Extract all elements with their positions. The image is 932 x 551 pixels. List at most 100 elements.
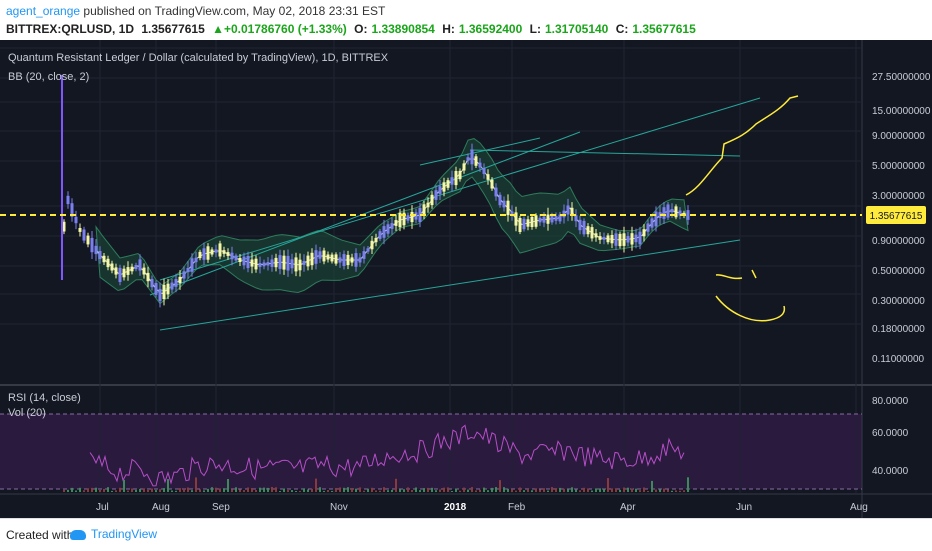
volume-bar bbox=[363, 490, 365, 492]
footer-bar: Created with TradingView bbox=[0, 518, 932, 551]
volume-bar bbox=[215, 487, 217, 492]
volume-bar bbox=[435, 490, 437, 492]
close-label: C: bbox=[615, 22, 629, 36]
candle-body bbox=[498, 194, 502, 206]
volume-bar bbox=[139, 489, 141, 492]
volume-bar bbox=[491, 487, 493, 492]
candle-body bbox=[662, 207, 666, 219]
candle-body bbox=[510, 211, 514, 215]
candle-body bbox=[390, 223, 394, 229]
candle-body bbox=[162, 284, 166, 299]
ohlc-bar: BITTREX:QRLUSD, 1D 1.35677615 ▲+0.017867… bbox=[6, 22, 700, 36]
bb-legend[interactable]: BB (20, close, 2) bbox=[8, 71, 90, 83]
candle-body bbox=[550, 215, 554, 223]
candle-body bbox=[630, 233, 634, 245]
volume-bar bbox=[295, 491, 297, 492]
volume-bar bbox=[523, 490, 525, 492]
volume-bar bbox=[639, 490, 641, 492]
candle-body bbox=[66, 195, 70, 205]
rsi-zone bbox=[0, 414, 862, 489]
volume-bar bbox=[415, 487, 417, 492]
candle-body bbox=[170, 282, 174, 290]
volume-bar bbox=[127, 490, 129, 492]
chart-area[interactable]: 1.35677615 27.50000000 15.00000000 9.000… bbox=[0, 40, 932, 518]
candle-body bbox=[142, 267, 146, 275]
candle-body bbox=[606, 235, 610, 243]
candle-body bbox=[106, 258, 110, 268]
volume-bar bbox=[611, 488, 613, 492]
candle-body bbox=[110, 263, 114, 271]
volume-bar bbox=[75, 490, 77, 492]
candle-body bbox=[82, 229, 86, 241]
trendline bbox=[149, 131, 581, 296]
candle-body bbox=[270, 259, 274, 267]
chart-title[interactable]: Quantum Resistant Ledger / Dollar (calcu… bbox=[8, 52, 389, 64]
volume-bar bbox=[327, 490, 329, 492]
candle-body bbox=[62, 221, 66, 232]
volume-bar bbox=[119, 487, 121, 492]
volume-bar bbox=[171, 490, 173, 492]
author-link[interactable]: agent_orange bbox=[6, 4, 81, 18]
candle-body bbox=[594, 233, 598, 238]
volume-bar bbox=[483, 487, 485, 492]
volume-bar bbox=[123, 479, 125, 492]
current-price-tag bbox=[866, 206, 926, 224]
candle-body bbox=[342, 254, 346, 266]
candle-body bbox=[130, 266, 134, 272]
rsi-tick: 60.0000 bbox=[872, 428, 909, 439]
candle-body bbox=[330, 254, 334, 262]
candle-body bbox=[226, 252, 230, 256]
candle-body bbox=[466, 157, 470, 161]
volume-bar bbox=[659, 489, 661, 492]
candle-body bbox=[154, 283, 158, 295]
trendline bbox=[419, 137, 541, 166]
candle-body bbox=[234, 255, 238, 261]
created-with-text: Created with bbox=[6, 528, 74, 542]
candle-body bbox=[598, 236, 602, 240]
volume-bar bbox=[575, 489, 577, 492]
change-value: ▲+0.01786760 (+1.33%) bbox=[212, 22, 347, 36]
candle-body bbox=[478, 162, 482, 168]
candle-body bbox=[546, 214, 550, 224]
time-tick: Apr bbox=[620, 502, 636, 513]
chart-canvas[interactable]: 1.35677615 27.50000000 15.00000000 9.000… bbox=[0, 40, 932, 518]
candle-body bbox=[638, 231, 642, 245]
candle-body bbox=[634, 234, 638, 243]
volume-bar bbox=[239, 489, 241, 492]
volume-bar bbox=[91, 487, 93, 492]
candle-body bbox=[614, 233, 618, 246]
volume-bar bbox=[507, 488, 509, 492]
candle-body bbox=[650, 218, 654, 228]
time-tick: Feb bbox=[508, 502, 526, 513]
symbol-label: BITTREX:QRLUSD, 1D bbox=[6, 22, 135, 36]
volume-bar bbox=[371, 487, 373, 492]
candle-body bbox=[334, 254, 338, 264]
volume-bar bbox=[335, 488, 337, 492]
candle-body bbox=[358, 257, 362, 263]
volume-bar bbox=[467, 489, 469, 492]
volume-bar bbox=[647, 491, 649, 492]
volume-bar bbox=[343, 487, 345, 492]
candle-body bbox=[654, 211, 658, 227]
volume-bar bbox=[379, 490, 381, 492]
candle-body bbox=[578, 219, 582, 231]
vol-legend[interactable]: Vol (20) bbox=[8, 407, 46, 419]
volume-bar bbox=[427, 487, 429, 492]
volume-bar bbox=[95, 487, 97, 492]
rsi-tick: 40.0000 bbox=[872, 466, 909, 477]
candle-body bbox=[190, 258, 194, 272]
candle-body bbox=[482, 168, 486, 174]
volume-bar bbox=[387, 490, 389, 492]
candle-body bbox=[378, 231, 382, 239]
volume-bar bbox=[195, 477, 197, 492]
rsi-legend[interactable]: RSI (14, close) bbox=[8, 392, 81, 404]
candle-body bbox=[302, 261, 306, 265]
candle-body bbox=[254, 258, 258, 270]
volume-bar bbox=[219, 488, 221, 492]
volume-bar bbox=[159, 489, 161, 492]
volume-bar bbox=[683, 490, 685, 492]
tradingview-logo[interactable]: TradingView bbox=[70, 527, 157, 541]
annotation-eye-left bbox=[715, 274, 743, 280]
volume-bar bbox=[607, 478, 609, 492]
candle-body bbox=[542, 216, 546, 223]
